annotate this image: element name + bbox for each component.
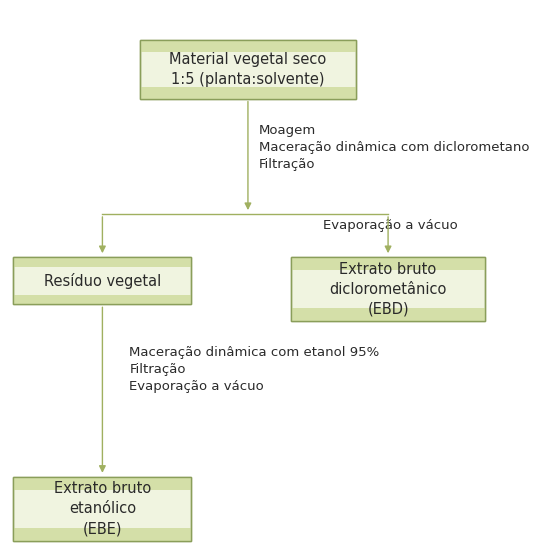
- Bar: [140, 40, 356, 52]
- Bar: [13, 528, 191, 540]
- Text: Evaporação a vácuo: Evaporação a vácuo: [323, 219, 458, 232]
- Bar: [291, 257, 485, 321]
- Text: Extrato bruto
diclorometânico
(EBD): Extrato bruto diclorometânico (EBD): [329, 262, 447, 316]
- Bar: [291, 257, 485, 321]
- Bar: [291, 308, 485, 321]
- Text: Resíduo vegetal: Resíduo vegetal: [44, 273, 161, 289]
- Text: Material vegetal seco
1:5 (planta:solvente): Material vegetal seco 1:5 (planta:solven…: [169, 52, 327, 87]
- Bar: [291, 257, 485, 270]
- Text: Extrato bruto
etanólico
(EBE): Extrato bruto etanólico (EBE): [54, 481, 151, 536]
- Bar: [13, 257, 191, 305]
- Bar: [140, 41, 356, 99]
- Text: Moagem
Maceração dinâmica com diclorometano
Filtração: Moagem Maceração dinâmica com dicloromet…: [259, 124, 529, 171]
- Bar: [13, 476, 191, 540]
- Text: Maceração dinâmica com etanol 95%
Filtração
Evaporação a vácuo: Maceração dinâmica com etanol 95% Filtra…: [129, 346, 379, 393]
- Bar: [13, 257, 191, 267]
- Bar: [140, 87, 356, 99]
- Bar: [13, 476, 191, 540]
- Bar: [13, 257, 191, 305]
- Bar: [13, 476, 191, 489]
- Bar: [13, 295, 191, 305]
- Bar: [140, 41, 356, 99]
